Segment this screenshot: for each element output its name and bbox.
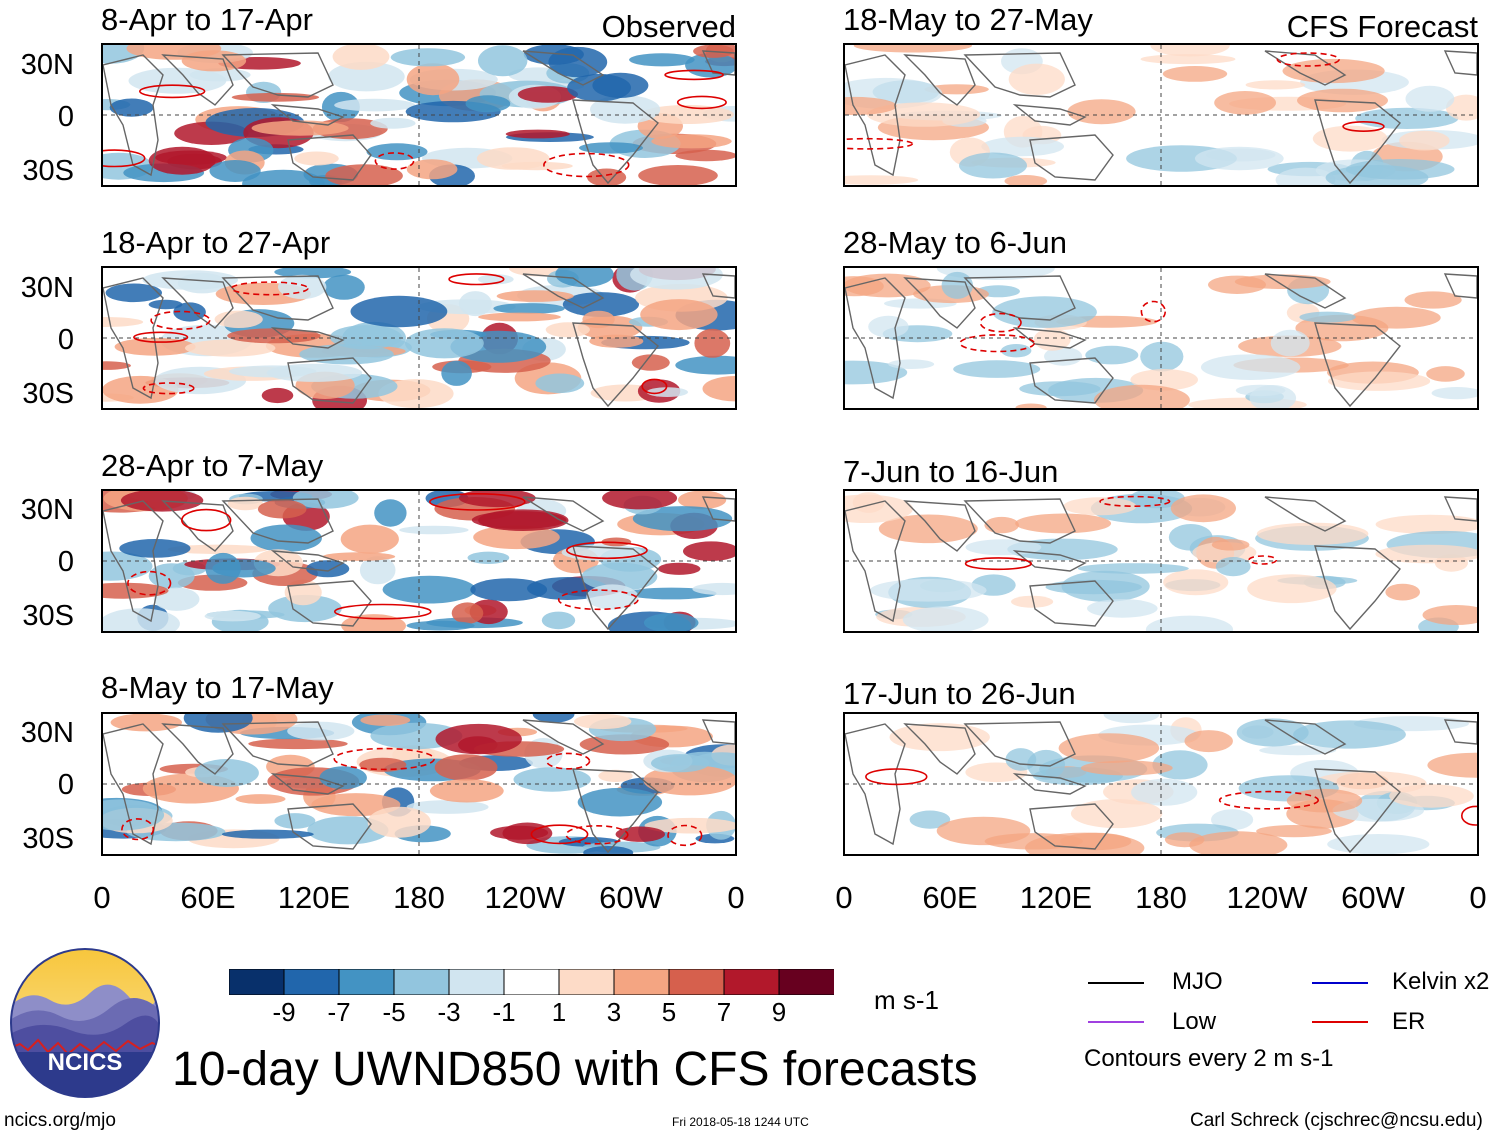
colorbar-swatch: [723, 968, 780, 996]
lat-label: 30S: [22, 823, 74, 855]
colorbar-swatches: [228, 968, 835, 996]
colorbar-swatch: [778, 968, 835, 996]
lat-label: 30N: [20, 494, 74, 526]
legend-label: ER: [1392, 1008, 1426, 1035]
colorbar-label: 5: [661, 997, 677, 1027]
lon-label: 60W: [599, 880, 663, 915]
legend-label: MJO: [1172, 968, 1223, 995]
map-panel: [101, 489, 737, 633]
panel-title: 7-Jun to 16-Jun: [843, 454, 1059, 489]
lat-label: 0: [57, 546, 74, 578]
legend-line-er: [1312, 1021, 1368, 1023]
colorbar-swatch: [393, 968, 450, 996]
colorbar-label: -5: [382, 997, 406, 1027]
legend-note: Contours every 2 m s-1: [1084, 1045, 1334, 1072]
logo-text: NCICS: [48, 1049, 123, 1076]
colorbar: [228, 968, 835, 996]
lon-label: 60E: [922, 880, 978, 915]
lat-label: 0: [57, 101, 74, 133]
lat-label: 30S: [22, 378, 74, 410]
lon-label: 120W: [484, 880, 566, 915]
lon-label: 120W: [1226, 880, 1308, 915]
panel-tag-forecast: CFS Forecast: [1286, 9, 1478, 44]
legend-line-mjo: [1088, 982, 1144, 984]
lon-label: 120E: [1019, 880, 1093, 915]
lon-label: 180: [393, 880, 445, 915]
colorbar-label: 9: [771, 997, 787, 1027]
lat-label: 30S: [22, 600, 74, 632]
panel-title: 28-May to 6-Jun: [843, 225, 1067, 260]
panel-tag-observed: Observed: [601, 9, 736, 44]
colorbar-label: -7: [327, 997, 351, 1027]
panel-title: 8-May to 17-May: [101, 670, 334, 705]
map-panel: [101, 712, 737, 856]
colorbar-swatch: [503, 968, 560, 996]
lon-label: 120E: [277, 880, 351, 915]
colorbar-label: -1: [492, 997, 516, 1027]
colorbar-swatch: [613, 968, 670, 996]
map-panel: [101, 266, 737, 410]
lat-label: 0: [57, 324, 74, 356]
lon-label: 60E: [180, 880, 236, 915]
lat-label: 30S: [22, 155, 74, 187]
lon-label: 0: [727, 880, 745, 915]
colorbar-units: m s-1: [874, 985, 939, 1015]
ncics-logo-graphic: NCICS: [10, 948, 160, 1098]
legend-label: Kelvin x2: [1392, 968, 1490, 995]
panel-title: 8-Apr to 17-Apr: [101, 2, 313, 37]
map-panel: [843, 266, 1479, 410]
map-panel: [101, 43, 737, 187]
map-panel: [843, 43, 1479, 187]
lat-label: 30N: [20, 272, 74, 304]
lon-label: 0: [835, 880, 853, 915]
legend-line-low: [1088, 1021, 1144, 1023]
lat-label: 30N: [20, 49, 74, 81]
colorbar-swatch: [558, 968, 615, 996]
panel-title: 28-Apr to 7-May: [101, 448, 324, 483]
colorbar-swatch: [228, 968, 285, 996]
colorbar-label: -9: [272, 997, 296, 1027]
map-panel: [843, 712, 1479, 856]
panel-title: 18-Apr to 27-Apr: [101, 225, 331, 260]
panel-title: 17-Jun to 26-Jun: [843, 676, 1076, 711]
colorbar-label: 7: [716, 997, 732, 1027]
legend-label: Low: [1172, 1008, 1217, 1035]
lat-label: 30N: [20, 717, 74, 749]
figure-title: 10-day UWND850 with CFS forecasts: [172, 1043, 978, 1096]
lon-label: 0: [93, 880, 111, 915]
legend-line-kelvin: [1312, 982, 1368, 984]
panel-title: 18-May to 27-May: [843, 2, 1093, 37]
lon-label: 180: [1135, 880, 1187, 915]
colorbar-swatch: [338, 968, 395, 996]
ncics-logo: NCICS: [10, 948, 160, 1098]
footer-timestamp: Fri 2018-05-18 1244 UTC: [672, 1115, 809, 1129]
lon-label: 0: [1469, 880, 1487, 915]
colorbar-swatch: [283, 968, 340, 996]
colorbar-label: 1: [551, 997, 567, 1027]
colorbar-swatch: [448, 968, 505, 996]
colorbar-label: -3: [437, 997, 461, 1027]
footer-url[interactable]: ncics.org/mjo: [4, 1110, 116, 1131]
colorbar-label: 3: [606, 997, 622, 1027]
colorbar-swatch: [668, 968, 725, 996]
map-panel: [843, 489, 1479, 633]
lat-label: 0: [57, 769, 74, 801]
footer-author: Carl Schreck (cjschrec@ncsu.edu): [1190, 1110, 1483, 1131]
lon-label: 60W: [1341, 880, 1405, 915]
